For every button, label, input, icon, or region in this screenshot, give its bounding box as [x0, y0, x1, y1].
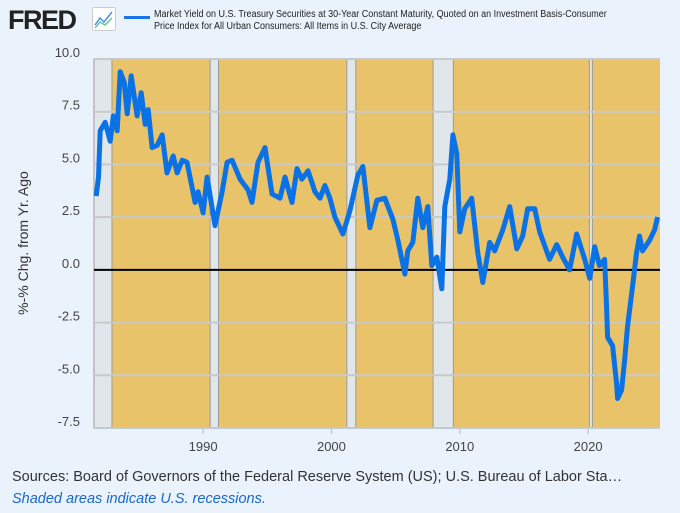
recession-bar: [209, 58, 219, 429]
sources-text: Sources: Board of Governors of the Feder…: [12, 469, 623, 485]
recession-bar: [346, 58, 357, 429]
y-tick-label: -2.5: [58, 309, 80, 324]
y-tick-label: 5.0: [62, 150, 80, 165]
y-tick-label: -7.5: [58, 414, 80, 429]
chart-line-icon: [92, 7, 116, 31]
x-tick-label: 2000: [317, 439, 346, 454]
y-tick-label: 0.0: [62, 256, 80, 271]
x-tick-label: 2010: [445, 439, 474, 454]
legend-swatch: [124, 16, 150, 19]
recession-bar: [93, 58, 113, 429]
x-tick-label: 2020: [574, 439, 603, 454]
y-tick-label: -5.0: [58, 361, 80, 376]
recession-note: Shaded areas indicate U.S. recessions.: [12, 491, 266, 507]
y-tick-label: 2.5: [62, 203, 80, 218]
fred-logo[interactable]: FRED: [8, 5, 77, 35]
series-line: [93, 69, 661, 401]
plot-background: [94, 59, 660, 428]
series-title: Market Yield on U.S. Treasury Securities…: [154, 9, 607, 32]
y-tick-label: 10.0: [55, 45, 80, 60]
y-axis-label: %-% Chg. from Yr. Ago: [15, 171, 31, 315]
x-tick-label: 1990: [189, 439, 218, 454]
y-tick-label: 7.5: [62, 98, 80, 113]
recession-bar: [588, 58, 593, 429]
